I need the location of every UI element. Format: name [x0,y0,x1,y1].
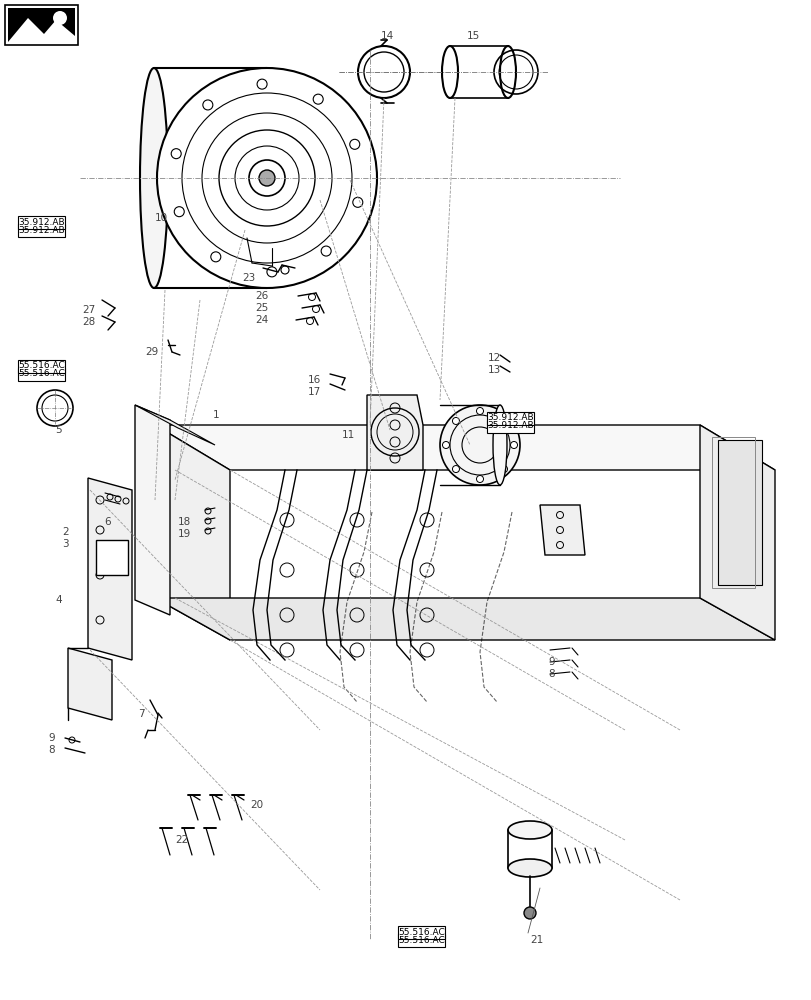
Bar [397,926,444,939]
Text: 17: 17 [307,387,321,397]
Text: 10: 10 [155,213,168,223]
Circle shape [259,170,275,186]
Text: 9: 9 [547,657,554,667]
Circle shape [321,246,331,256]
Bar [18,360,65,372]
Text: 6: 6 [104,517,110,527]
Circle shape [171,149,181,159]
Text: 55.516.AC: 55.516.AC [18,361,65,370]
Bar [96,540,128,575]
Polygon shape [88,478,132,660]
Polygon shape [5,5,78,45]
Text: 4: 4 [55,595,62,605]
Text: 35.912.AB: 35.912.AB [19,226,65,235]
Text: 1: 1 [212,410,219,420]
Text: 29: 29 [145,347,158,357]
Bar [487,412,534,424]
Text: 25: 25 [255,303,268,313]
Text: 13: 13 [487,365,500,375]
Text: 3: 3 [62,539,69,549]
Circle shape [442,442,449,448]
Circle shape [476,476,483,483]
Text: 23: 23 [242,273,255,283]
Circle shape [53,11,67,25]
Text: 2: 2 [62,527,69,537]
Circle shape [257,79,267,89]
Circle shape [203,100,212,110]
Polygon shape [699,425,774,640]
Text: 8: 8 [547,669,554,679]
Text: 7: 7 [138,709,144,719]
Circle shape [267,267,277,277]
Polygon shape [135,405,169,615]
Text: 55.516.AC: 55.516.AC [397,928,444,937]
Polygon shape [155,425,774,470]
Polygon shape [8,8,75,42]
Ellipse shape [508,859,551,877]
Polygon shape [717,440,761,585]
Bar [18,216,65,229]
Text: 16: 16 [307,375,321,385]
Circle shape [452,417,459,424]
Text: 8: 8 [48,745,54,755]
Text: 11: 11 [341,430,355,440]
Polygon shape [135,405,215,445]
Text: 20: 20 [250,800,263,810]
Ellipse shape [492,405,506,485]
Polygon shape [155,598,774,640]
Text: 26: 26 [255,291,268,301]
Circle shape [174,207,184,217]
Bar [18,224,65,236]
Text: 35.912.AB: 35.912.AB [487,422,534,430]
Circle shape [211,252,221,262]
Polygon shape [367,395,423,470]
Circle shape [440,405,519,485]
Text: 9: 9 [48,733,54,743]
Circle shape [523,907,535,919]
Text: 14: 14 [380,31,394,41]
Text: 35.912.AB: 35.912.AB [19,218,65,227]
Polygon shape [68,648,112,720]
Text: 24: 24 [255,315,268,325]
Text: 27: 27 [82,305,95,315]
Circle shape [452,466,459,473]
Circle shape [476,408,483,414]
Text: 15: 15 [466,31,479,41]
Text: 19: 19 [178,529,191,539]
Text: 5: 5 [55,425,62,435]
Circle shape [500,466,507,473]
Circle shape [350,139,359,149]
Circle shape [157,68,376,288]
Polygon shape [155,425,230,640]
Text: 18: 18 [178,517,191,527]
Text: 55.516.AC: 55.516.AC [18,369,65,378]
Text: 35.912.AB: 35.912.AB [487,414,534,422]
Circle shape [510,442,517,448]
Bar [18,367,65,380]
Circle shape [352,197,363,207]
Circle shape [500,417,507,424]
Bar [397,934,444,947]
Ellipse shape [139,68,168,288]
Text: 12: 12 [487,353,500,363]
Text: 55.516.AC: 55.516.AC [397,936,444,945]
Bar [487,420,534,432]
Circle shape [313,94,323,104]
Ellipse shape [508,821,551,839]
Text: 21: 21 [530,935,543,945]
Polygon shape [8,18,75,42]
Text: 28: 28 [82,317,95,327]
Text: 22: 22 [175,835,188,845]
Polygon shape [539,505,584,555]
